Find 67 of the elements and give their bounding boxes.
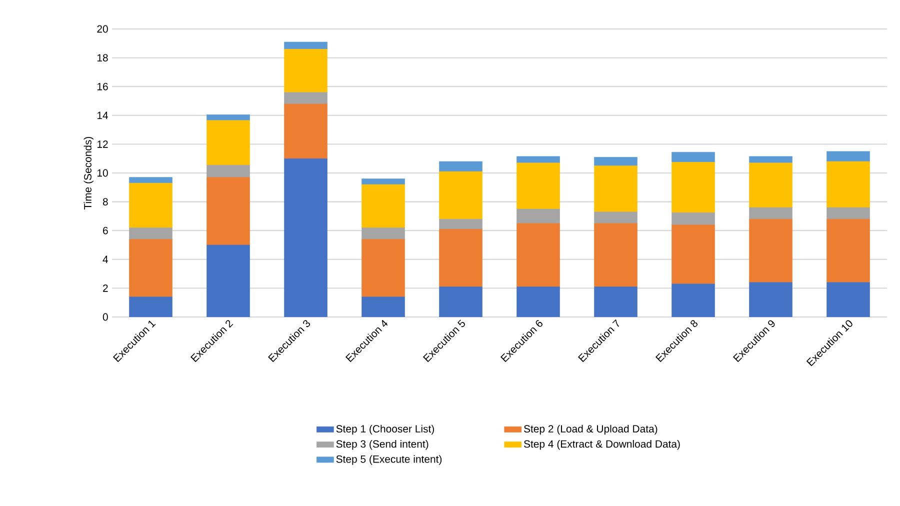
bar — [672, 162, 715, 213]
bar — [206, 177, 250, 246]
bar — [439, 286, 482, 317]
bar — [129, 239, 172, 297]
legend-label: Step 1 (Chooser List) — [336, 424, 434, 435]
bar — [129, 228, 172, 240]
bar — [129, 296, 172, 317]
bar — [206, 164, 250, 178]
bar — [439, 228, 482, 287]
bar — [516, 223, 560, 287]
bar — [362, 178, 405, 185]
bar — [362, 239, 405, 297]
bar — [826, 207, 870, 220]
y-tick-label: 2 — [103, 284, 108, 292]
bar — [439, 161, 482, 172]
bar — [749, 282, 792, 317]
bar — [594, 166, 638, 212]
bar — [439, 218, 482, 230]
bar — [672, 284, 715, 317]
bar — [284, 158, 328, 317]
y-tick-label: 0 — [102, 313, 108, 321]
bar — [826, 161, 870, 208]
y-tick-label: 16 — [97, 82, 108, 90]
bar — [749, 207, 792, 220]
legend-label: Step 5 (Execute intent) — [336, 455, 442, 465]
bar — [672, 212, 715, 225]
bar — [749, 156, 792, 164]
bar — [516, 156, 560, 164]
bar — [826, 218, 870, 283]
y-tick-label: 4 — [102, 256, 108, 263]
bar — [284, 92, 328, 104]
y-tick-label: 6 — [103, 226, 108, 234]
legend-label: Step 2 (Load & Upload Data) — [524, 424, 658, 435]
bar — [516, 286, 560, 317]
y-tick-label: 20 — [97, 25, 108, 33]
y-tick-label: 12 — [97, 140, 108, 148]
bar — [206, 244, 250, 317]
bar — [672, 152, 715, 162]
bar — [749, 162, 792, 208]
bar — [362, 296, 405, 317]
y-tick-label: 10 — [97, 169, 108, 177]
bar — [129, 177, 172, 184]
bar — [749, 218, 792, 283]
bar — [362, 184, 405, 228]
bar — [362, 228, 405, 240]
bar — [284, 49, 328, 92]
bar — [826, 151, 870, 162]
bar — [594, 223, 638, 287]
bar — [594, 156, 638, 166]
y-tick-label: 18 — [97, 54, 108, 62]
bar — [284, 104, 328, 159]
bar — [206, 114, 250, 121]
bar — [594, 212, 638, 224]
bar — [439, 171, 482, 220]
bar — [129, 182, 172, 228]
bar — [594, 286, 638, 317]
bar — [516, 208, 560, 224]
bar — [206, 120, 250, 166]
y-tick-label: 8 — [102, 198, 108, 206]
bar — [284, 42, 328, 50]
legend-label: Step 3 (Send intent) — [336, 440, 428, 450]
y-axis-title: Time (Seconds) — [84, 136, 94, 210]
y-tick-label: 14 — [97, 112, 108, 119]
bar — [516, 162, 560, 210]
bar — [672, 224, 715, 284]
legend-label: Step 4 (Extract & Download Data) — [524, 440, 680, 450]
bar — [826, 282, 870, 317]
